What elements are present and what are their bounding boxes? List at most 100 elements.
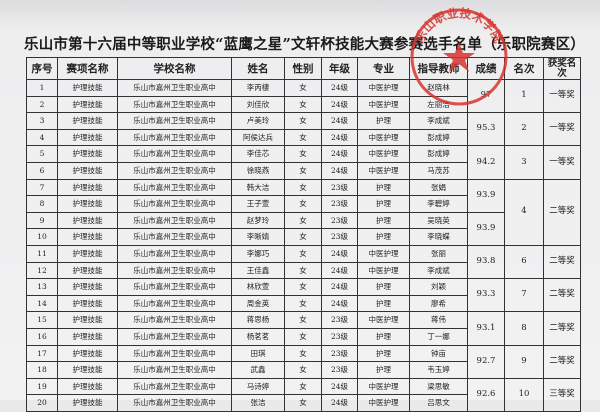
serial-cell: 19 [26,377,58,396]
event-cell: 护理技能 [57,228,118,246]
gender-cell: 女 [284,344,322,363]
document-title: 乐山市第十六届中等职业学校“蓝鹰之星”文轩杯技能大赛参赛选手名单（乐职院赛区） [24,36,585,53]
serial-cell: 10 [26,228,58,246]
major-cell: 中医护理 [357,377,410,396]
header-cell: 序号 [26,57,58,80]
major-cell: 中医护理 [357,394,410,412]
school-cell: 乐山市嘉州卫生职业高中 [117,261,232,280]
serial-cell: 14 [26,294,58,313]
grade-cell: 23级 [321,344,358,363]
teacher-cell: 李晓蝶 [409,228,468,246]
event-cell: 护理技能 [57,394,118,412]
event-cell: 护理技能 [57,327,118,346]
name-cell: 李佳芯 [231,145,285,163]
gender-cell: 女 [284,327,322,346]
school-cell: 乐山市嘉州卫生职业高中 [117,377,232,396]
award-cell: 二等奖 [543,278,581,313]
name-cell: 阿侯达兵 [231,128,285,147]
school-cell: 乐山市嘉州卫生职业高中 [117,228,232,246]
name-cell: 卢美玲 [231,112,285,130]
event-cell: 护理技能 [57,377,118,396]
score-cell: 93.9 [467,211,505,246]
major-cell: 中医护理 [357,261,410,280]
school-cell: 乐山市嘉州卫生职业高中 [117,344,232,363]
major-cell: 中医护理 [357,244,410,263]
school-cell: 乐山市嘉州卫生职业高中 [117,161,232,180]
serial-cell: 17 [26,344,58,363]
grade-cell: 23级 [321,211,358,230]
school-cell: 乐山市嘉州卫生职业高中 [117,278,232,296]
major-cell: 中医护理 [357,311,410,329]
table-row: 11 护理技能 乐山市嘉州卫生职业高中 李娜巧女 24级 中医护理 张丽 93.8 6 二等奖 [26,244,581,280]
name-cell: 徐晓燕 [231,161,285,180]
table-row: 7 护理技能 乐山市嘉州卫生职业高中 韩大洁女 23级 护理 张娟 93.9 4 二等奖 [26,178,581,246]
grade-cell: 24级 [321,145,358,163]
grade-cell: 24级 [321,294,358,313]
grade-cell: 24级 [321,128,358,147]
rank-cell: 3 [504,145,544,180]
school-cell: 乐山市嘉州卫生职业高中 [117,361,232,379]
header-cell: 学校名称 [117,57,232,80]
gender-cell: 女 [284,244,322,263]
name-cell: 李娜巧 [231,244,285,263]
grade-cell: 24级 [321,394,358,412]
serial-cell: 6 [26,161,58,180]
serial-cell: 12 [26,261,58,280]
seal-ring [410,8,508,106]
table-row: 2 护理技能 乐山市嘉州卫生职业高中 刘佳欣女 24级 中医护理 左丽洁 [26,95,581,114]
grade-cell: 23级 [321,327,358,346]
major-cell: 护理 [357,112,410,130]
score-cell: 93.1 [467,311,505,346]
table-row: 5 护理技能 乐山市嘉州卫生职业高中 李佳芯女 24级 中医护理 彭成婷 94.2 3 一等奖 [26,145,581,180]
award-cell: 一等奖 [543,78,581,114]
table-row: 1 护理技能 乐山市嘉州卫生职业高中 李丙棲女 24级 中医护理 赵晓林 97 1 一等奖 [26,78,581,114]
major-cell: 护理 [357,294,410,313]
name-cell: 林欣萱 [231,278,285,296]
name-cell: 王子萱 [231,195,285,213]
gender-cell: 女 [284,311,322,329]
event-cell: 护理技能 [57,261,118,280]
gender-cell: 女 [284,79,322,97]
name-cell: 周金英 [231,294,285,313]
serial-cell: 1 [26,79,58,97]
score-cell: 93.8 [467,244,505,280]
major-cell: 中医护理 [357,79,410,97]
major-cell: 护理 [357,344,410,363]
major-cell: 中医护理 [357,95,410,114]
teacher-cell: 梁思敏 [409,377,468,396]
school-cell: 乐山市嘉州卫生职业高中 [117,311,232,329]
event-cell: 护理技能 [57,178,118,197]
header-cell: 获奖名次 [543,57,581,80]
event-cell: 护理技能 [57,128,118,147]
table-row: 14 护理技能 乐山市嘉州卫生职业高中 周金英女 24级 护理 廖希 [26,294,581,313]
serial-cell: 20 [26,394,58,412]
name-cell: 韩大洁 [231,178,285,197]
name-cell: 张洁 [231,394,285,412]
serial-cell: 18 [26,361,58,379]
name-cell: 李丙棲 [231,79,285,97]
grade-cell: 23级 [321,311,358,329]
header-cell: 性别 [284,57,322,80]
name-cell: 蒋思杨 [231,311,285,329]
rank-cell: 2 [504,112,544,147]
teacher-cell: 韦玉婷 [409,361,468,379]
gender-cell: 女 [284,128,322,147]
table-row: 10 护理技能 乐山市嘉州卫生职业高中 李晰婧女 23级 护理 李晓蝶 [26,228,581,246]
event-cell: 护理技能 [57,112,118,130]
score-cell: 92.7 [467,344,505,379]
teacher-cell: 李成斌 [409,261,468,280]
name-cell: 王佳鑫 [231,261,285,280]
official-seal: 乐山职业技术学院 [410,5,508,106]
event-cell: 护理技能 [57,79,118,97]
gender-cell: 女 [284,161,322,180]
award-cell: 二等奖 [543,344,581,379]
table-row: 17 护理技能 乐山市嘉州卫生职业高中 田琪女 23级 护理 钟亩 92.7 9 二等奖 [26,344,581,379]
gender-cell: 女 [284,228,322,246]
teacher-cell: 张娟 [409,178,468,197]
rank-cell: 8 [504,311,544,346]
table-row: 3 护理技能 乐山市嘉州卫生职业高中 卢美玲女 24级 护理 李成斌 95.3 2 一等奖 [26,112,581,147]
header-cell: 赛项名称 [57,57,118,80]
gender-cell: 女 [284,145,322,163]
teacher-cell: 李碧婷 [409,195,468,213]
header-cell: 专业 [357,57,410,80]
